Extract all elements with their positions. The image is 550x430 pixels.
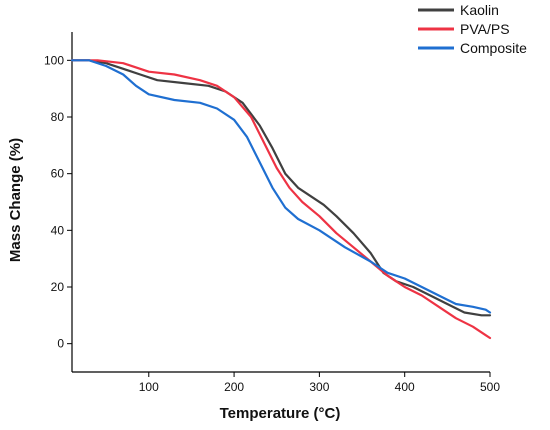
x-axis-title: Temperature (°C) <box>220 405 341 422</box>
y-tick-label: 100 <box>44 53 64 67</box>
x-tick-label: 300 <box>309 380 329 394</box>
y-axis-title: Mass Change (%) <box>7 138 24 262</box>
series-line-composite <box>70 59 492 314</box>
legend-label: Kaolin <box>460 2 499 18</box>
x-tick-label: 400 <box>395 380 415 394</box>
x-tick-label: 100 <box>139 380 159 394</box>
plot-frame <box>71 32 490 373</box>
y-tick-label: 0 <box>57 337 64 351</box>
series-line-kaolin <box>70 59 492 317</box>
y-tick-label: 40 <box>51 223 65 237</box>
legend: Kaolin PVA/PS Composite <box>418 2 527 56</box>
axis-ticks: 100 200 300 400 500 0 20 40 60 80 100 <box>44 53 500 394</box>
y-tick-label: 80 <box>51 110 65 124</box>
x-tick-label: 500 <box>480 380 500 394</box>
series-lines <box>70 59 492 340</box>
y-tick-label: 60 <box>51 167 65 181</box>
legend-label: Composite <box>460 40 527 56</box>
y-tick-label: 20 <box>51 280 65 294</box>
series-line-pva-ps <box>70 59 492 340</box>
legend-label: PVA/PS <box>460 21 510 37</box>
x-tick-label: 200 <box>224 380 244 394</box>
